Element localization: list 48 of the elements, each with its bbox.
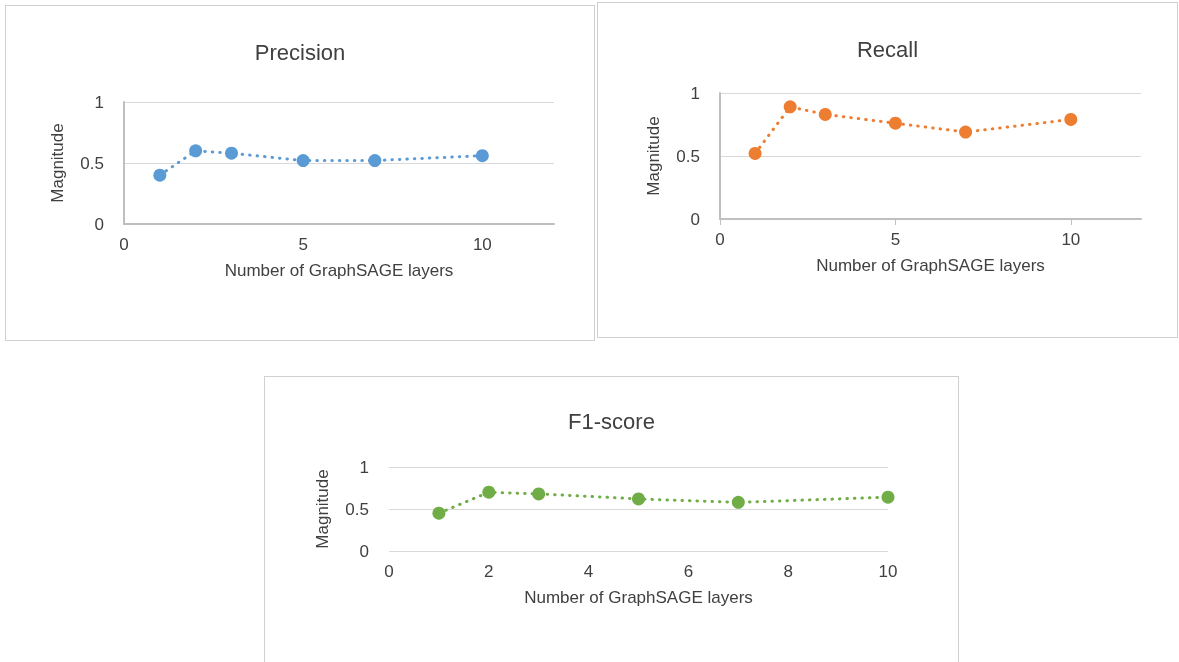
chart-title: Precision — [254, 39, 346, 65]
point — [959, 125, 973, 139]
point — [783, 100, 797, 114]
x-tick-label: 5 — [890, 230, 901, 249]
y-tick-label: 0 — [94, 214, 104, 234]
x-tick-label: 10 — [472, 235, 492, 254]
y-tick-label: 0.5 — [345, 499, 369, 519]
point — [748, 146, 762, 160]
point — [432, 506, 446, 520]
point — [225, 146, 238, 160]
point — [153, 168, 167, 182]
x-tick-label: 4 — [583, 562, 594, 581]
y-axis-title: Magnitude — [48, 123, 67, 203]
x-tick-label: 5 — [298, 235, 308, 254]
point — [482, 485, 496, 499]
x-tick-label: 6 — [683, 562, 694, 581]
chart-title: F1-score — [568, 408, 655, 434]
x-tick-label: 8 — [783, 562, 793, 581]
point — [632, 492, 645, 506]
point — [888, 116, 902, 130]
y-tick-label: 0 — [690, 209, 700, 229]
point — [475, 149, 489, 163]
y-axis-title: Magnitude — [644, 116, 663, 196]
point — [189, 144, 203, 158]
x-axis-title: Number of GraphSAGE layers — [224, 261, 454, 280]
x-axis-title: Number of GraphSAGE layers — [816, 256, 1045, 275]
x-tick-label: 10 — [1061, 230, 1081, 249]
x-tick-label: 10 — [878, 562, 898, 581]
point — [731, 495, 745, 509]
x-tick-label: 2 — [484, 562, 494, 581]
point — [296, 154, 310, 168]
x-tick-label: 0 — [715, 230, 725, 249]
point — [532, 487, 546, 501]
y-tick-label: 0.5 — [80, 153, 104, 173]
point — [881, 490, 895, 504]
chart-title: Recall — [856, 36, 919, 62]
point — [818, 107, 832, 121]
y-tick-label: 1 — [94, 92, 104, 112]
x-tick-label: 0 — [384, 562, 394, 581]
y-tick-label: 1 — [690, 83, 700, 103]
y-tick-label: 0 — [359, 541, 369, 561]
x-axis-title: Number of GraphSAGE layers — [524, 588, 753, 607]
y-tick-label: 0.5 — [676, 146, 700, 166]
point — [368, 154, 382, 168]
y-axis-title: Magnitude — [313, 469, 332, 549]
y-tick-label: 1 — [359, 457, 369, 477]
x-tick-label: 0 — [119, 235, 129, 254]
point — [1064, 112, 1078, 126]
